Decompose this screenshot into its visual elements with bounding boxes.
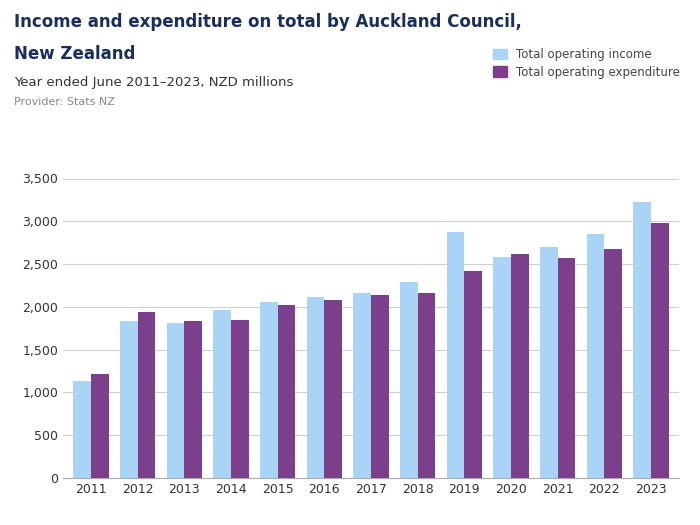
Bar [558,258,575,478]
Text: New Zealand: New Zealand [14,45,135,62]
Bar [634,203,651,478]
Bar [587,234,604,478]
Bar [447,232,464,478]
Bar [138,312,155,478]
Bar [651,223,668,478]
Bar [231,320,248,478]
Text: Year ended June 2011–2023, NZD millions: Year ended June 2011–2023, NZD millions [14,76,293,89]
Bar [120,321,138,478]
Bar [400,282,418,478]
Bar [324,300,342,478]
Text: Income and expenditure on total by Auckland Council,: Income and expenditure on total by Auckl… [14,13,522,31]
Bar [91,374,108,478]
Bar [278,305,295,478]
Bar [464,271,482,478]
Bar [74,381,91,478]
Bar [511,254,528,478]
Text: Provider: Stats NZ: Provider: Stats NZ [14,97,115,107]
Bar [184,321,202,478]
Bar [354,293,371,478]
Bar [214,310,231,478]
Bar [604,249,622,478]
Bar [167,323,184,478]
Bar [418,292,435,478]
Bar [494,257,511,478]
Bar [307,297,324,478]
Bar [540,247,558,478]
Bar [371,295,388,478]
Text: figure.nz: figure.nz [594,9,670,23]
Legend: Total operating income, Total operating expenditure: Total operating income, Total operating … [493,48,680,79]
Bar [260,302,278,478]
